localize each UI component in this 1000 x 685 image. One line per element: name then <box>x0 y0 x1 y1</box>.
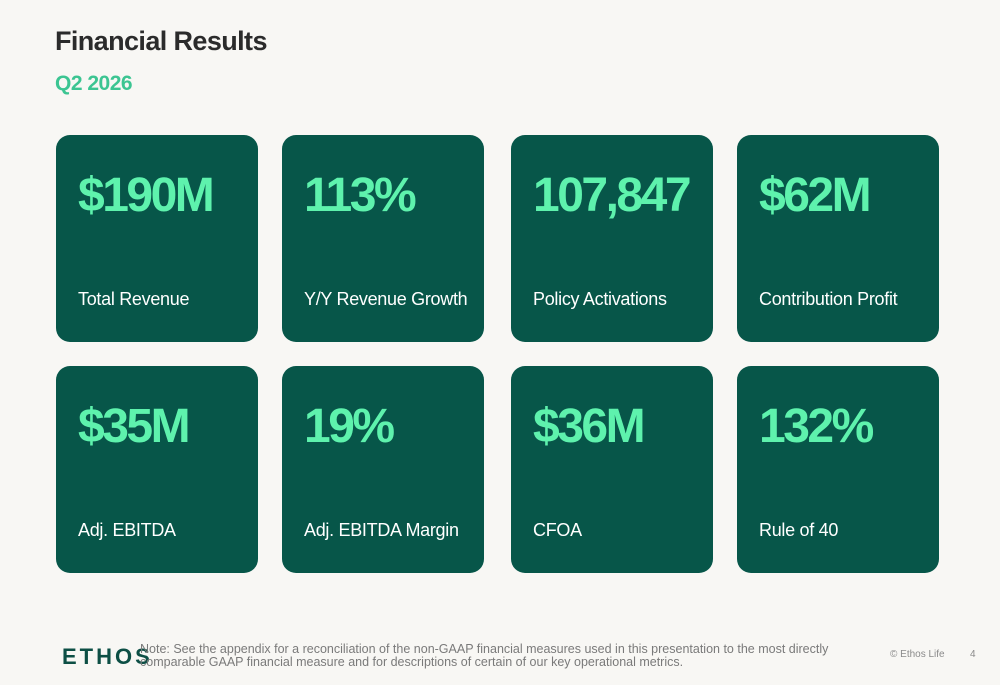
metric-label: Adj. EBITDA Margin <box>304 520 459 540</box>
metric-card-cfoa: $36M CFOA <box>511 366 713 573</box>
metric-value: $62M <box>759 169 872 222</box>
metric-label: Y/Y Revenue Growth <box>304 289 468 309</box>
metric-card-contribution-profit: $62M Contribution Profit <box>737 135 939 342</box>
metric-label: Rule of 40 <box>759 520 839 540</box>
copyright: © Ethos Life <box>890 649 945 660</box>
metric-card-adj-ebitda-margin: 19% Adj. EBITDA Margin <box>282 366 484 573</box>
metric-label: Adj. EBITDA <box>78 520 176 540</box>
footnote: Note: See the appendix for a reconciliat… <box>140 642 829 669</box>
metric-label: Total Revenue <box>78 289 190 309</box>
metric-card-policy-activations: 107,847 Policy Activations <box>511 135 713 342</box>
metric-value: 107,847 <box>533 169 692 222</box>
page-subtitle: Q2 2026 <box>55 72 133 95</box>
metric-label: Contribution Profit <box>759 289 898 309</box>
metric-value: $190M <box>78 169 215 222</box>
footer: ETHOS Note: See the appendix for a recon… <box>0 640 1000 680</box>
page-title: Financial Results <box>55 26 267 56</box>
ethos-logo: ETHOS <box>62 644 153 669</box>
metric-card-total-revenue: $190M Total Revenue <box>56 135 258 342</box>
metric-card-adj-ebitda: $35M Adj. EBITDA <box>56 366 258 573</box>
metric-card-revenue-growth: 113% Y/Y Revenue Growth <box>282 135 484 342</box>
metric-value: 19% <box>304 400 395 453</box>
metric-label: Policy Activations <box>533 289 667 309</box>
metric-value: $36M <box>533 400 646 453</box>
metric-value: $35M <box>78 400 191 453</box>
metric-value: 132% <box>759 400 874 453</box>
metric-card-rule-of-40: 132% Rule of 40 <box>737 366 939 573</box>
page-number: 4 <box>970 649 976 660</box>
metric-value: 113% <box>304 169 417 222</box>
metric-label: CFOA <box>533 520 582 540</box>
